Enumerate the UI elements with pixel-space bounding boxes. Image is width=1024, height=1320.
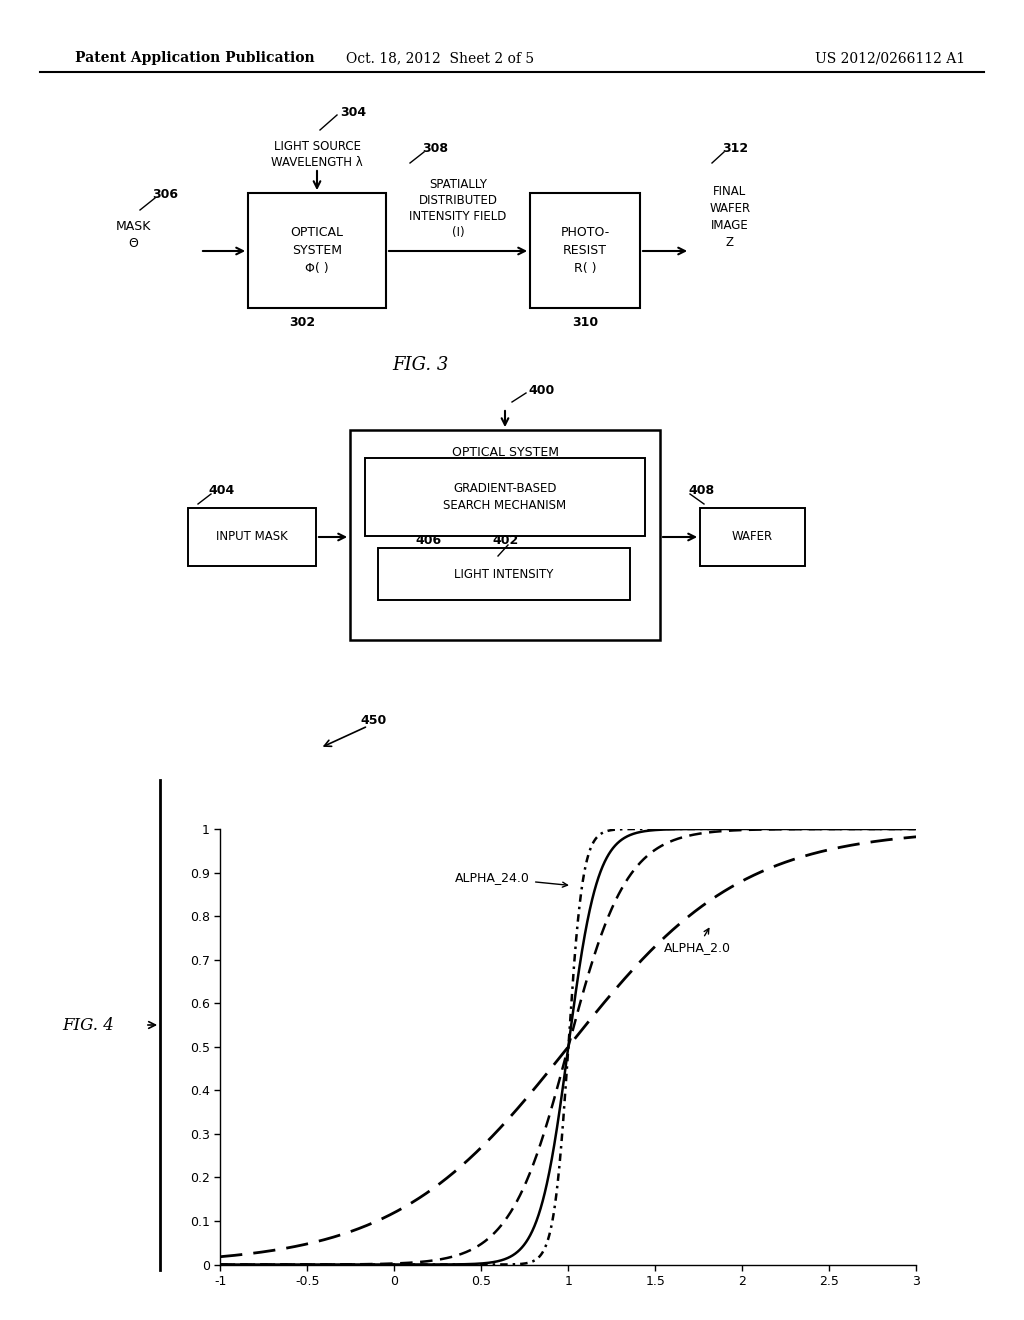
- Text: 408: 408: [688, 483, 714, 496]
- Text: ALPHA_2.0: ALPHA_2.0: [665, 928, 731, 954]
- FancyBboxPatch shape: [378, 548, 630, 601]
- FancyBboxPatch shape: [530, 193, 640, 308]
- Text: MASK
Θ: MASK Θ: [116, 220, 151, 249]
- FancyBboxPatch shape: [188, 508, 316, 566]
- Text: ALPHA_24.0: ALPHA_24.0: [455, 871, 567, 887]
- Text: GRADIENT-BASED
SEARCH MECHANISM: GRADIENT-BASED SEARCH MECHANISM: [443, 482, 566, 512]
- Text: OPTICAL
SYSTEM
Φ( ): OPTICAL SYSTEM Φ( ): [291, 226, 343, 275]
- Text: INPUT MASK: INPUT MASK: [216, 531, 288, 544]
- Text: LIGHT INTENSITY: LIGHT INTENSITY: [455, 568, 554, 581]
- Text: 312: 312: [722, 141, 749, 154]
- Text: 302: 302: [289, 315, 315, 329]
- Text: FIG. 3: FIG. 3: [392, 356, 449, 374]
- Text: 306: 306: [152, 189, 178, 202]
- Text: 310: 310: [572, 315, 598, 329]
- Text: OPTICAL SYSTEM: OPTICAL SYSTEM: [452, 446, 558, 458]
- Text: PHOTO-
RESIST
R( ): PHOTO- RESIST R( ): [560, 226, 609, 275]
- FancyBboxPatch shape: [700, 508, 805, 566]
- Text: SPATIALLY
DISTRIBUTED
INTENSITY FIELD
(I): SPATIALLY DISTRIBUTED INTENSITY FIELD (I…: [410, 178, 507, 239]
- Text: Oct. 18, 2012  Sheet 2 of 5: Oct. 18, 2012 Sheet 2 of 5: [346, 51, 535, 65]
- Text: 406: 406: [416, 535, 442, 548]
- Text: FIG. 4: FIG. 4: [62, 1016, 114, 1034]
- Text: FINAL
WAFER
IMAGE
Z: FINAL WAFER IMAGE Z: [710, 185, 751, 249]
- Text: 450: 450: [360, 714, 386, 726]
- FancyBboxPatch shape: [365, 458, 645, 536]
- Text: 402: 402: [492, 535, 518, 548]
- Text: 400: 400: [528, 384, 554, 396]
- Text: 404: 404: [208, 483, 234, 496]
- Text: WAFER: WAFER: [732, 531, 773, 544]
- Text: LIGHT SOURCE
WAVELENGTH λ: LIGHT SOURCE WAVELENGTH λ: [271, 140, 362, 169]
- FancyBboxPatch shape: [248, 193, 386, 308]
- Text: 304: 304: [340, 106, 367, 119]
- FancyBboxPatch shape: [350, 430, 660, 640]
- Text: 308: 308: [422, 141, 449, 154]
- Text: Patent Application Publication: Patent Application Publication: [75, 51, 314, 65]
- Text: US 2012/0266112 A1: US 2012/0266112 A1: [815, 51, 965, 65]
